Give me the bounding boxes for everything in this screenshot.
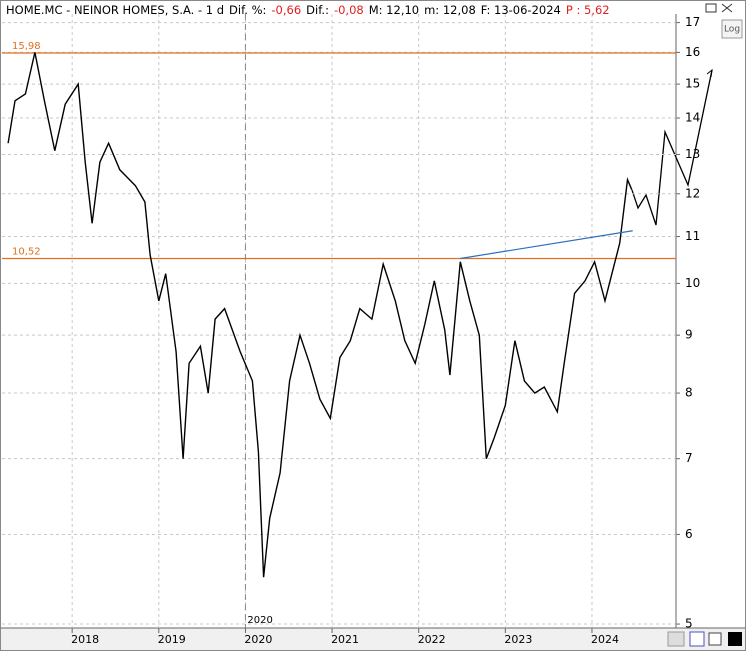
y-tick-label: 13 bbox=[685, 147, 700, 161]
close-button[interactable] bbox=[721, 3, 733, 13]
header-item: Dif.: bbox=[306, 3, 329, 17]
x-tick-label: 2021 bbox=[331, 633, 359, 646]
marker-label: 2020 bbox=[247, 615, 272, 626]
y-tick-label: 9 bbox=[685, 328, 693, 342]
y-tick-label: 8 bbox=[685, 386, 693, 400]
x-tick-label: 2024 bbox=[591, 633, 619, 646]
trend-line bbox=[460, 230, 633, 260]
y-tick-label: 6 bbox=[685, 527, 693, 541]
bottom-icons bbox=[667, 631, 742, 647]
y-tick-label: 5 bbox=[685, 617, 693, 631]
header-item: -0,66 bbox=[271, 3, 301, 17]
window-controls bbox=[705, 3, 733, 13]
header-item: m: 12,08 bbox=[424, 3, 476, 17]
header-item: F: 13-06-2024 bbox=[481, 3, 561, 17]
y-tick-label: 16 bbox=[685, 45, 700, 59]
header-item: Dif. %: bbox=[229, 3, 266, 17]
y-tick-label: 15 bbox=[685, 77, 700, 91]
y-tick-label: 10 bbox=[685, 276, 700, 290]
x-tick-label: 2023 bbox=[504, 633, 532, 646]
log-button-box[interactable] bbox=[721, 19, 743, 39]
y-tick-label: 11 bbox=[685, 229, 700, 243]
header-item: -0,08 bbox=[334, 3, 364, 17]
projection-arrowhead bbox=[706, 68, 713, 78]
projection-drawing bbox=[631, 69, 713, 226]
save-icon[interactable] bbox=[689, 631, 705, 647]
y-tick-label: 14 bbox=[685, 111, 700, 125]
log-button-label[interactable]: Log bbox=[724, 25, 740, 35]
x-tick-label: 2019 bbox=[158, 633, 186, 646]
restore-button[interactable] bbox=[705, 3, 717, 13]
y-tick-label: 17 bbox=[685, 15, 700, 29]
x-axis-strip bbox=[1, 628, 745, 650]
header-item: P : 5,62 bbox=[566, 3, 610, 17]
y-tick-label: 12 bbox=[685, 186, 700, 200]
log-button[interactable]: Log bbox=[721, 19, 743, 39]
header: HOME.MC - NEINOR HOMES, S.A. - 1 d Dif. %… bbox=[6, 3, 610, 17]
icon[interactable] bbox=[708, 632, 722, 646]
x-tick-label: 2018 bbox=[71, 633, 99, 646]
x-tick-label: 2022 bbox=[418, 633, 446, 646]
level-label: 10,52 bbox=[12, 246, 41, 257]
color-icon[interactable] bbox=[728, 632, 742, 646]
y-tick-label: 7 bbox=[685, 451, 693, 465]
level-label: 15,98 bbox=[12, 41, 41, 52]
icon[interactable] bbox=[667, 631, 685, 647]
price-line bbox=[7, 52, 633, 578]
x-tick-label: 2020 bbox=[244, 633, 272, 646]
header-item: HOME.MC - NEINOR HOMES, S.A. - 1 d bbox=[6, 3, 224, 17]
header-item: M: 12,10 bbox=[369, 3, 419, 17]
